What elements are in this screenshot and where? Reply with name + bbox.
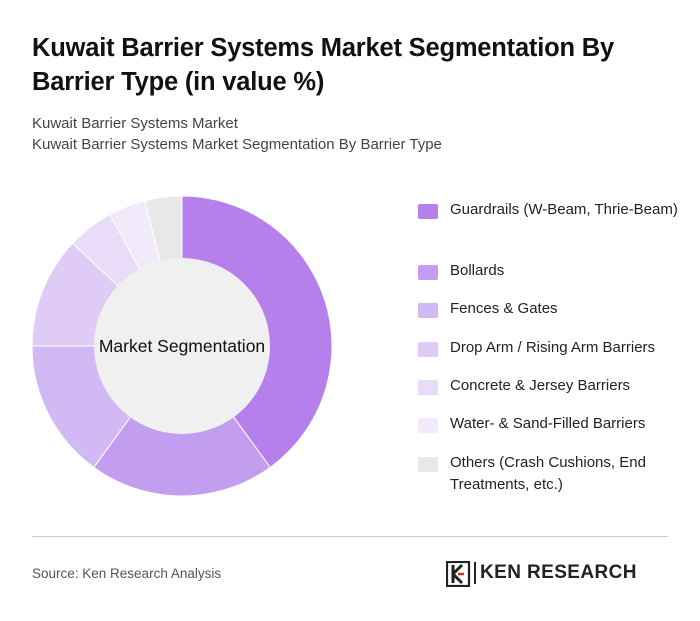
legend-item: Water- & Sand-Filled Barriers <box>418 413 683 435</box>
legend-swatch <box>418 204 438 219</box>
legend-item: Bollards <box>418 260 683 282</box>
legend-swatch <box>418 457 438 472</box>
chart-title: Kuwait Barrier Systems Market Segmentati… <box>32 34 614 96</box>
legend-label: Bollards <box>450 262 505 279</box>
legend-swatch <box>418 380 438 395</box>
legend-label: Drop Arm / Rising Arm Barriers <box>450 339 656 356</box>
logo-text: KEN RESEARCH <box>480 562 637 583</box>
donut-center-label: Market Segmentation <box>99 336 265 356</box>
footer-divider <box>32 536 668 537</box>
chart-subtitle: Kuwait Barrier Systems Market Kuwait Bar… <box>32 113 442 155</box>
legend-item: Guardrails (W-Beam, Thrie-Beam) <box>418 199 683 221</box>
legend-item: Others (Crash Cushions, End Treatments, … <box>418 452 683 496</box>
legend-label: Water- & Sand-Filled Barriers <box>450 415 646 432</box>
legend-swatch <box>418 418 438 433</box>
subtitle-segmentation: Kuwait Barrier Systems Market Segmentati… <box>32 136 442 153</box>
legend-label: Others (Crash Cushions, End Treatments, … <box>450 454 646 493</box>
subtitle-market: Kuwait Barrier Systems Market <box>32 115 238 132</box>
ken-research-logo-icon <box>446 561 471 587</box>
ken-research-logo: KEN RESEARCH <box>446 559 671 589</box>
legend-swatch <box>418 342 438 357</box>
legend-label: Concrete & Jersey Barriers <box>450 377 631 394</box>
donut-hole <box>94 258 270 434</box>
legend-item: Drop Arm / Rising Arm Barriers <box>418 337 683 359</box>
source-note: Source: Ken Research Analysis <box>32 566 222 581</box>
legend-label: Guardrails (W-Beam, Thrie-Beam) <box>450 201 678 218</box>
legend-swatch <box>418 303 438 318</box>
logo-separator <box>474 562 476 584</box>
legend-item: Fences & Gates <box>418 298 683 320</box>
legend-item: Concrete & Jersey Barriers <box>418 375 683 397</box>
legend-swatch <box>418 265 438 280</box>
legend-label: Fences & Gates <box>450 300 558 317</box>
donut-chart: Market Segmentation <box>31 195 333 497</box>
